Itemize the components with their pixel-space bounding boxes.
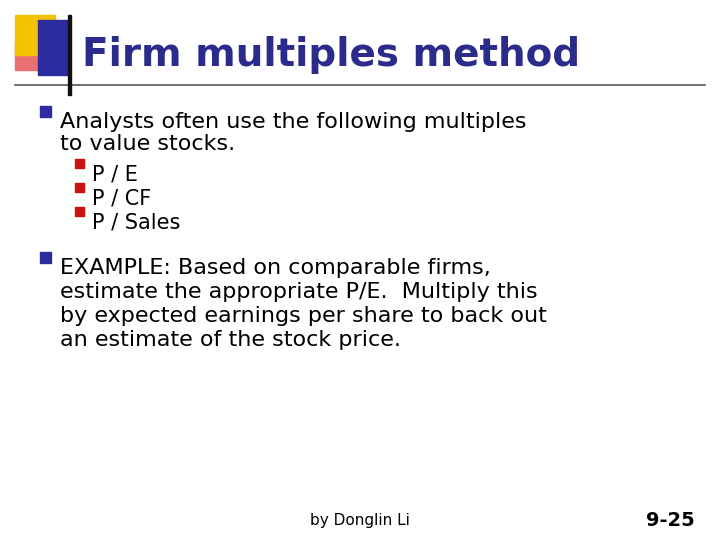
Bar <box>68 15 71 95</box>
Bar <box>75 183 84 192</box>
Bar <box>15 15 55 55</box>
Text: an estimate of the stock price.: an estimate of the stock price. <box>60 330 401 350</box>
Bar <box>40 106 51 117</box>
Text: 9-25: 9-25 <box>646 510 694 530</box>
Text: P / E: P / E <box>92 164 138 184</box>
Bar <box>38 20 70 75</box>
Text: by expected earnings per share to back out: by expected earnings per share to back o… <box>60 306 547 326</box>
Text: to value stocks.: to value stocks. <box>60 134 235 154</box>
Bar <box>75 207 84 216</box>
Text: by Donglin Li: by Donglin Li <box>310 512 410 528</box>
Bar <box>75 159 84 168</box>
Text: P / Sales: P / Sales <box>92 212 181 232</box>
Text: estimate the appropriate P/E.  Multiply this: estimate the appropriate P/E. Multiply t… <box>60 282 538 302</box>
Text: EXAMPLE: Based on comparable firms,: EXAMPLE: Based on comparable firms, <box>60 258 491 278</box>
Text: P / CF: P / CF <box>92 188 151 208</box>
Text: Firm multiples method: Firm multiples method <box>82 36 580 74</box>
Bar <box>15 42 55 70</box>
Text: Analysts often use the following multiples: Analysts often use the following multipl… <box>60 112 526 132</box>
Bar <box>40 252 51 263</box>
